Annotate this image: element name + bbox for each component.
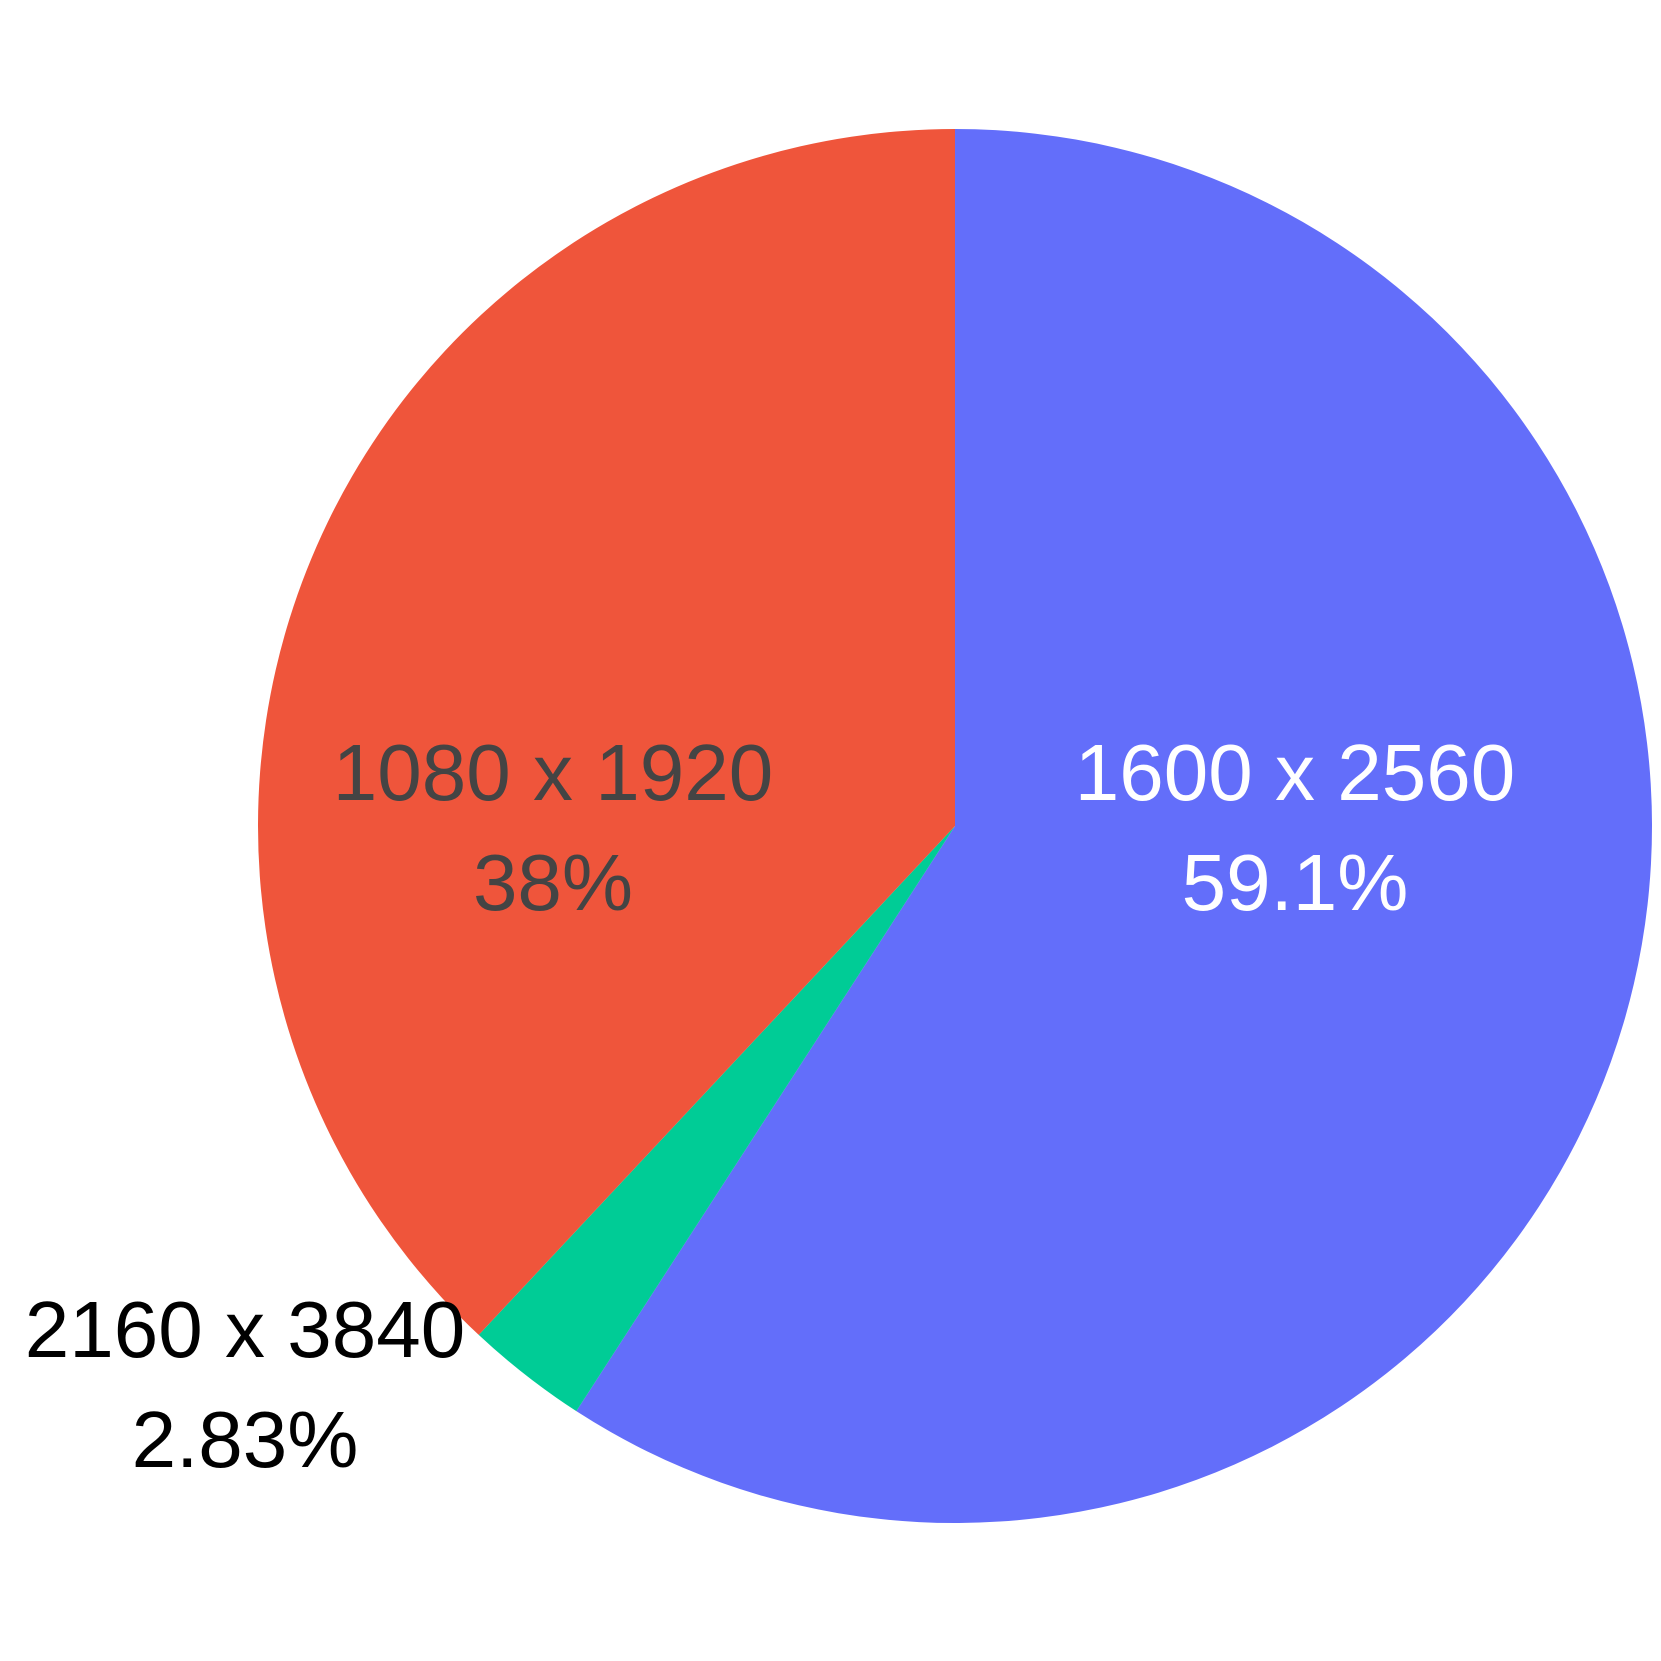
- slice-percent-1080-x-1920: 38%: [473, 838, 633, 927]
- slice-label-1600-x-2560: 1600 x 2560: [1075, 728, 1515, 817]
- pie-slices: [257, 128, 1652, 1523]
- slice-label-1080-x-1920: 1080 x 1920: [333, 728, 773, 817]
- pie-labels: 1600 x 2560 59.1% 2160 x 3840 2.83% 1080 x 1…: [25, 728, 1515, 1484]
- slice-percent-1600-x-2560: 59.1%: [1182, 838, 1409, 927]
- pie-slice-2160-x-3840: [478, 826, 955, 1412]
- pie-slice-1080-x-1920: [257, 128, 955, 1335]
- slice-percent-2160-x-3840: 2.83%: [132, 1395, 359, 1484]
- pie-slice-1600-x-2560: [576, 129, 1652, 1523]
- slice-label-2160-x-3840: 2160 x 3840: [25, 1285, 465, 1374]
